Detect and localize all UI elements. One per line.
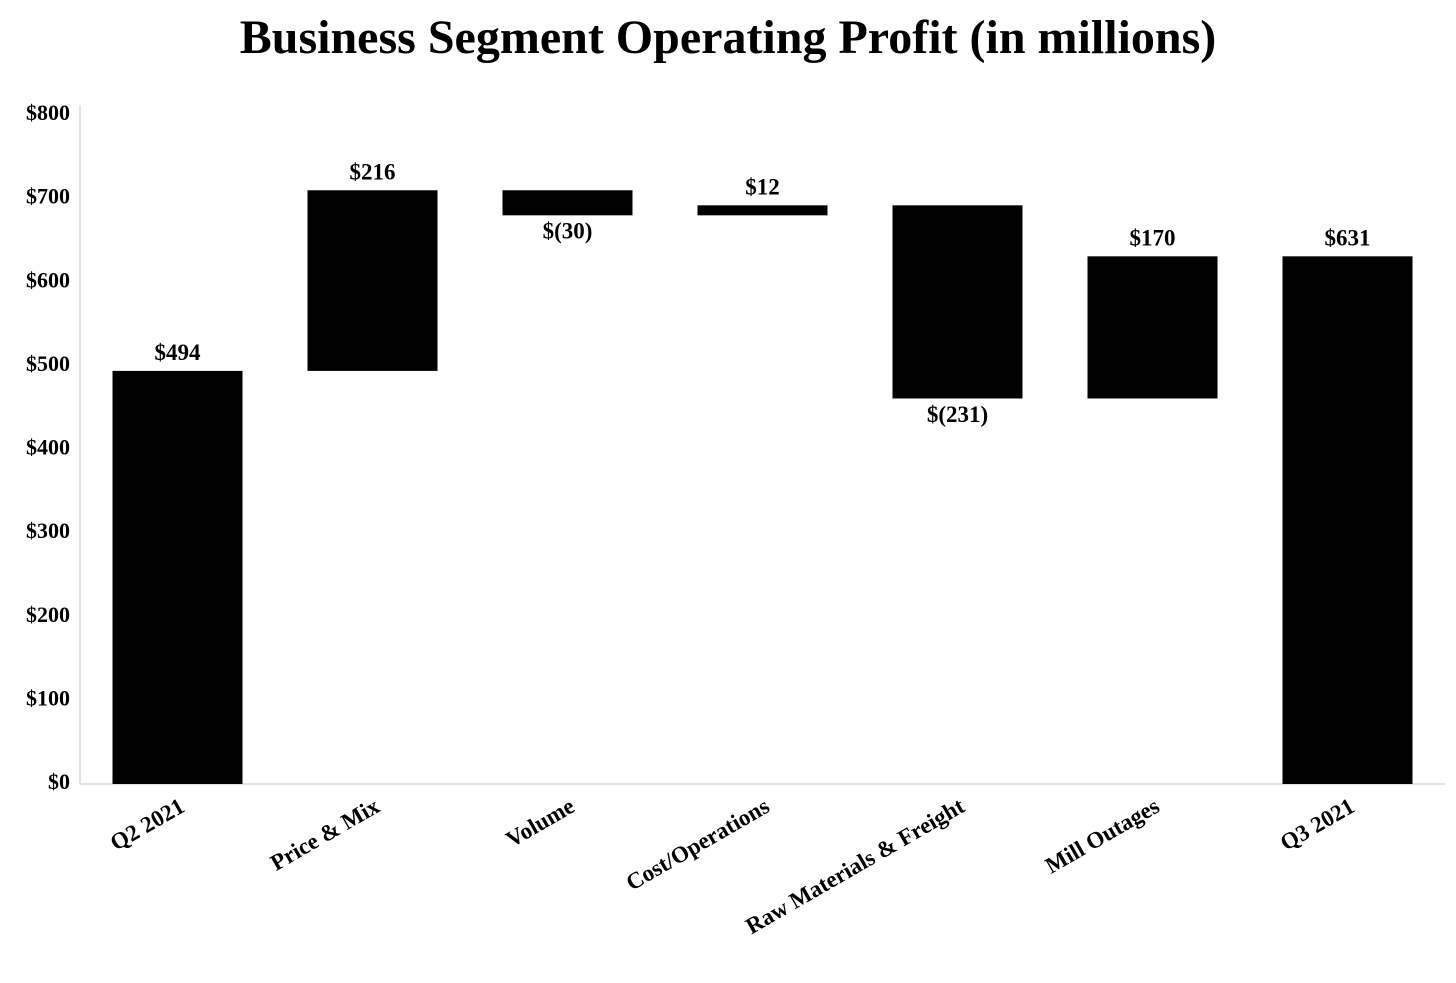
y-tick-label: $300 (26, 518, 70, 543)
value-label: $631 (1325, 226, 1371, 251)
value-label: $(30) (543, 219, 593, 244)
y-tick-label: $500 (26, 351, 70, 376)
x-tick-label: Price & Mix (266, 793, 384, 876)
y-tick-label: $600 (26, 267, 70, 292)
bar (502, 190, 633, 216)
y-tick-label: $100 (26, 685, 70, 710)
value-label: $170 (1130, 226, 1176, 251)
y-tick-label: $800 (26, 100, 70, 125)
bar (697, 205, 828, 216)
y-tick-label: $200 (26, 602, 70, 627)
x-tick-label: Volume (502, 793, 579, 852)
y-tick-label: $700 (26, 184, 70, 209)
bar (307, 190, 438, 371)
x-tick-label: Raw Materials & Freight (741, 793, 969, 939)
y-tick-label: $400 (26, 435, 70, 460)
chart-title: Business Segment Operating Profit (in mi… (240, 11, 1216, 64)
bar (112, 370, 243, 784)
value-label: $12 (745, 175, 780, 200)
x-tick-label: Mill Outages (1041, 793, 1164, 878)
value-label: $216 (350, 160, 396, 185)
value-label: $494 (155, 340, 202, 365)
bar (1282, 256, 1413, 784)
bar (1087, 256, 1218, 399)
value-label: $(231) (927, 402, 988, 427)
y-tick-label: $0 (48, 769, 70, 794)
x-tick-label: Q2 2021 (106, 793, 189, 855)
x-tick-label: Q3 2021 (1276, 793, 1359, 855)
x-tick-label: Cost/Operations (622, 793, 774, 895)
bar (892, 205, 1023, 399)
